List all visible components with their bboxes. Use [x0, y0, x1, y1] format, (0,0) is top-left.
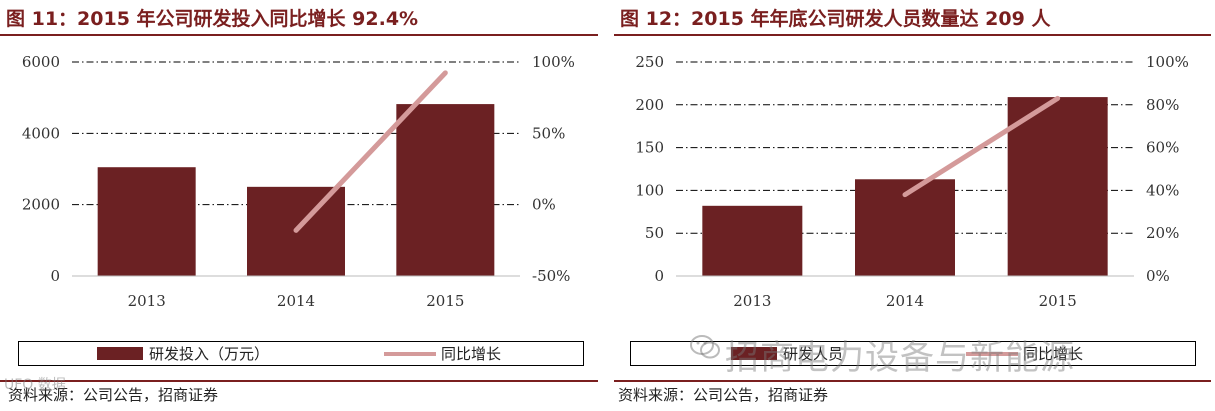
bar-2015: [396, 104, 495, 276]
chart-title: 图 11：2015 年公司研发投入同比增长 92.4%: [6, 8, 419, 30]
y-right-tick-label: 40%: [1146, 181, 1179, 199]
watermark-text: 招商电力设备与新能源: [725, 338, 1075, 378]
y-right-tick-label: 0%: [532, 196, 556, 214]
x-tick-label: 2013: [733, 292, 771, 310]
title-divider: [614, 34, 1211, 36]
y-left-tick-label: 2000: [22, 196, 60, 214]
y-left-tick-label: 200: [635, 96, 664, 114]
y-right-tick-label: 0%: [1146, 267, 1170, 285]
y-left-tick-label: 100: [635, 181, 664, 199]
y-left-tick-label: 6000: [22, 53, 60, 71]
y-right-tick-label: -50%: [532, 267, 570, 285]
x-tick-label: 2014: [886, 292, 924, 310]
y-right-tick-label: 100%: [1146, 53, 1189, 71]
source-note: 资料来源：公司公告，招商证券: [618, 386, 829, 404]
title-divider: [0, 34, 598, 36]
legend-line-label: 同比增长: [1023, 345, 1084, 363]
chart-title: 图 12：2015 年年底公司研发人员数量达 209 人: [620, 8, 1051, 30]
y-left-tick-label: 250: [635, 53, 664, 71]
y-right-tick-label: 20%: [1146, 224, 1179, 242]
legend-bar-label: 研发投入（万元）: [149, 345, 270, 363]
x-tick-label: 2014: [277, 292, 315, 310]
y-left-tick-label: 50: [645, 224, 664, 242]
legend-line-label: 同比增长: [441, 345, 502, 363]
legend-bar-label: 研发人员: [783, 345, 844, 363]
x-tick-label: 2013: [128, 292, 166, 310]
y-left-tick-label: 150: [635, 139, 664, 157]
bottom-divider: [0, 380, 598, 382]
source-note: 资料来源：公司公告，招商证券: [8, 386, 219, 404]
legend-bar-swatch: [731, 347, 777, 360]
bottom-divider: [614, 380, 1211, 382]
y-right-tick-label: 60%: [1146, 139, 1179, 157]
chart-plot-2: 0 50 100 150 200 250 0% 20% 40% 60% 80% 100% 2013 201…: [635, 53, 1189, 310]
x-tick-label: 2015: [1039, 292, 1077, 310]
growth-line: [293, 70, 448, 233]
x-tick-label: 2015: [426, 292, 464, 310]
y-right-tick-label: 100%: [532, 53, 575, 71]
watermark-left-text: UFO 数据: [4, 377, 66, 393]
legend-line-swatch: [966, 352, 1018, 356]
y-left-tick-label: 4000: [22, 124, 60, 142]
wechat-icon: [690, 335, 720, 359]
chart-plot-1: 0 2000 4000 6000 -50% 0% 50% 100% 2013 2014 2015: [22, 53, 575, 310]
bar-2015: [1007, 97, 1108, 276]
legend-line-swatch: [384, 352, 436, 356]
y-left-tick-label: 0: [50, 267, 60, 285]
growth-line: [902, 95, 1061, 198]
y-right-tick-label: 50%: [532, 124, 565, 142]
y-left-tick-label: 0: [654, 267, 664, 285]
bar-2013: [97, 167, 196, 276]
y-right-tick-label: 80%: [1146, 96, 1179, 114]
chart-legend: 研发人员 同比增长: [630, 341, 1196, 366]
chart-legend: 研发投入（万元） 同比增长: [18, 341, 584, 366]
bar-2013: [702, 205, 803, 276]
legend-bar-swatch: [97, 347, 143, 360]
